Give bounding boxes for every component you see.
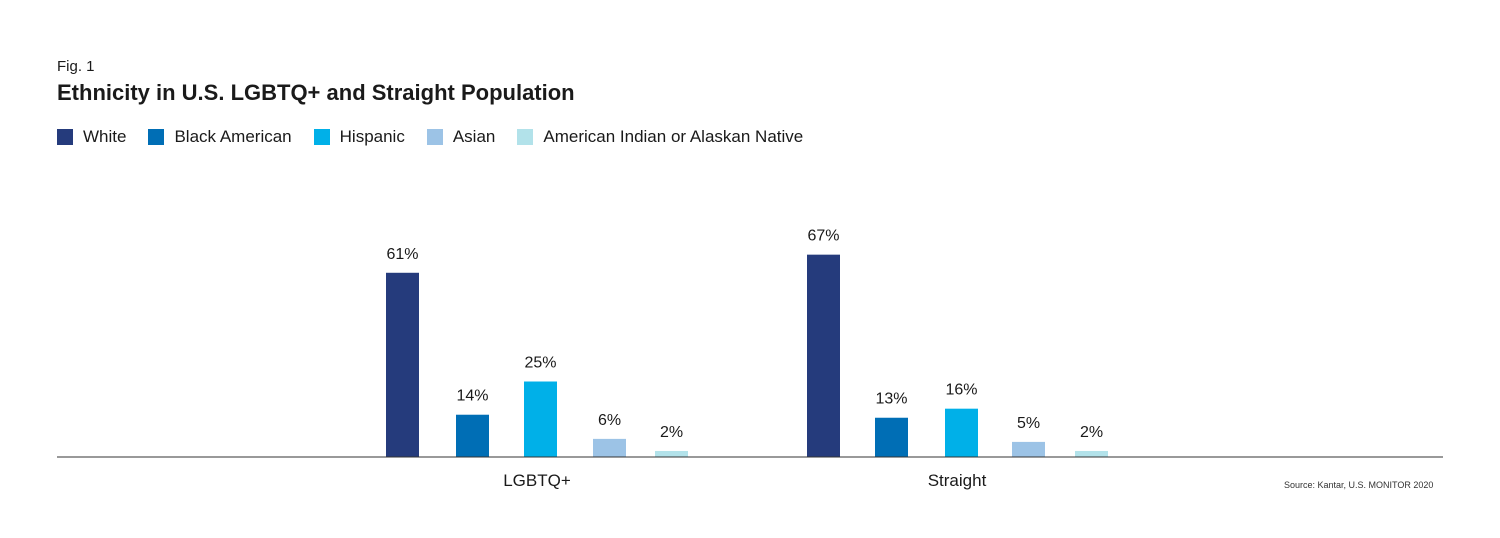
data-label: 5% xyxy=(1017,415,1040,432)
data-label: 61% xyxy=(386,246,418,263)
figure-label: Fig. 1 xyxy=(57,58,95,75)
bar xyxy=(386,272,419,457)
bar xyxy=(807,254,840,457)
legend-item: White xyxy=(57,127,126,147)
bar xyxy=(655,450,688,457)
legend-item: American Indian or Alaskan Native xyxy=(517,127,803,147)
data-label: 14% xyxy=(456,388,488,405)
x-tick-label: LGBTQ+ xyxy=(503,471,571,490)
legend-swatch xyxy=(57,129,73,145)
chart-title: Ethnicity in U.S. LGBTQ+ and Straight Po… xyxy=(57,80,575,105)
source-note: Source: Kantar, U.S. MONITOR 2020 xyxy=(1284,480,1434,490)
legend-swatch xyxy=(313,129,330,145)
bar xyxy=(1075,450,1108,457)
legend: White Black American Hispanic Asian American… xyxy=(57,127,825,147)
legend-label: American Indian or Alaskan Native xyxy=(543,127,804,146)
bar xyxy=(1012,441,1045,457)
legend-item: Hispanic xyxy=(313,127,405,147)
bar xyxy=(875,417,908,457)
legend-swatch xyxy=(517,129,534,145)
x-tick-label: Straight xyxy=(928,471,987,490)
legend-label: White xyxy=(83,127,127,146)
data-label: 25% xyxy=(524,355,556,372)
legend-label: Black American xyxy=(174,127,292,146)
data-label: 16% xyxy=(945,382,977,399)
data-label: 13% xyxy=(875,391,907,408)
bar xyxy=(524,381,557,457)
legend-swatch xyxy=(426,129,443,145)
legend-swatch xyxy=(148,129,165,145)
legend-item: Asian xyxy=(426,127,496,147)
bar xyxy=(593,438,626,457)
data-label: 6% xyxy=(598,412,621,429)
legend-item: Black American xyxy=(148,127,292,147)
legend-label: Asian xyxy=(452,127,496,146)
data-label: 2% xyxy=(660,424,683,441)
data-label: 2% xyxy=(1080,424,1103,441)
bar xyxy=(456,414,489,457)
bar xyxy=(945,408,978,457)
legend-label: Hispanic xyxy=(339,127,405,146)
data-label: 67% xyxy=(807,228,839,245)
